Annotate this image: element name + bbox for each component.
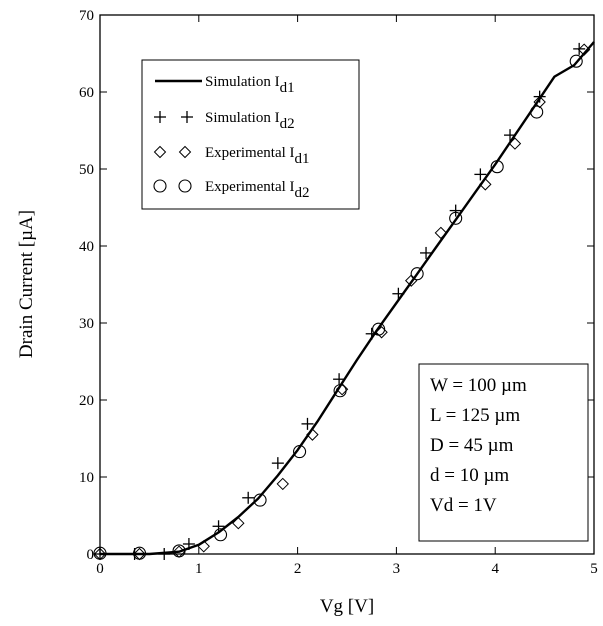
param-vd: Vd = 1V: [430, 495, 497, 516]
x-tick-label: 1: [195, 561, 203, 577]
x-tick-label: 3: [393, 561, 401, 577]
x-axis-title: Vg [V]: [320, 596, 374, 617]
legend-label-subscript: d2: [295, 185, 310, 201]
param-w: W = 100 µm: [430, 375, 527, 396]
y-axis-title: Drain Current [µA]: [16, 210, 37, 358]
y-tick-label: 30: [79, 316, 94, 332]
y-tick-label: 0: [87, 547, 95, 563]
param-d-upper: D = 45 µm: [430, 435, 514, 456]
y-tick-label: 50: [79, 162, 94, 178]
y-tick-label: 60: [79, 85, 94, 101]
y-tick-label: 10: [79, 470, 94, 486]
legend-label-subscript: d1: [295, 151, 310, 167]
parameter-box: W = 100 µm L = 125 µm D = 45 µm d = 10 µ…: [419, 364, 588, 541]
x-tick-label: 0: [96, 561, 104, 577]
y-tick-label: 70: [79, 8, 94, 24]
legend-label-subscript: d1: [280, 80, 295, 96]
x-tick-label: 2: [294, 561, 302, 577]
legend-label-subscript: d2: [280, 116, 295, 132]
y-tick-label: 20: [79, 393, 94, 409]
x-tick-label: 5: [590, 561, 598, 577]
x-tick-label: 4: [491, 561, 499, 577]
y-tick-label: 40: [79, 239, 94, 255]
param-l: L = 125 µm: [430, 405, 520, 426]
param-d-lower: d = 10 µm: [430, 465, 509, 486]
